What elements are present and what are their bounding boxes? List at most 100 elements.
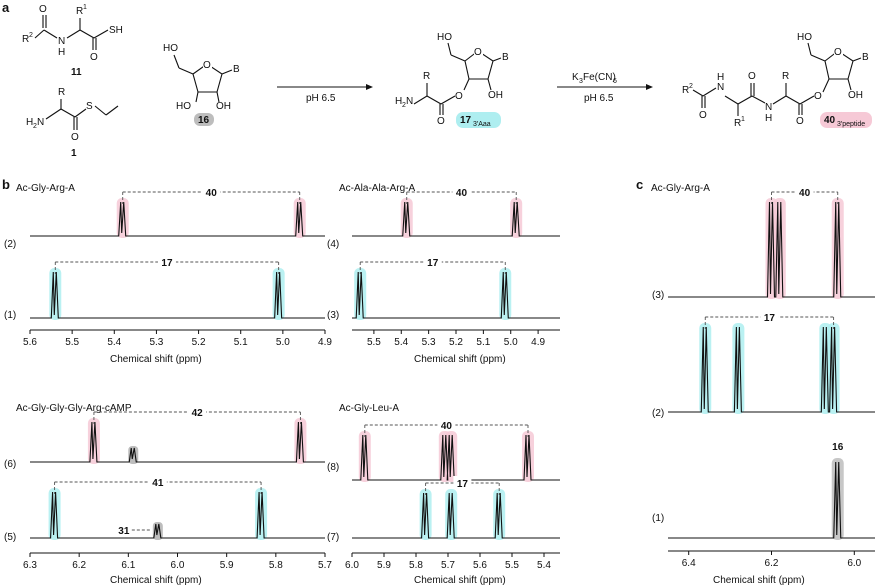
axis-label: Chemical shift (ppm) (713, 575, 805, 586)
svg-text:HO: HO (163, 43, 178, 54)
reaction-arrow-1: pH 6.5 (277, 84, 373, 104)
panel-title: Ac-Gly-Gly-Gly-Arg-cAMP (16, 403, 132, 414)
trace-label: (4) (327, 239, 339, 250)
svg-text:OH: OH (848, 90, 863, 101)
tick-label: 5.9 (377, 560, 391, 571)
tick-label: 5.2 (449, 337, 463, 348)
svg-text:R: R (76, 6, 83, 17)
spectrum-panel-ac-ala-ala-arg-a: Ac-Ala-Ala-Arg-A Chemical shift (ppm) (4… (327, 183, 560, 365)
svg-text:B: B (502, 52, 509, 63)
svg-text:R: R (682, 85, 689, 96)
svg-text:pH 6.5: pH 6.5 (306, 93, 336, 104)
spectrum-trace (352, 201, 560, 237)
svg-text:SH: SH (109, 25, 123, 36)
thioester-structure: R H 2 N O S 1 (26, 87, 119, 159)
trace-label: (2) (4, 239, 16, 250)
panel-label-b: b (2, 177, 10, 192)
panel-title: Ac-Gly-Arg-A (651, 183, 710, 194)
trace-label: (6) (4, 459, 16, 470)
tick-label: 6.2 (72, 560, 86, 571)
spectrum-panel-ac-gly-gly-gly-arg-camp: Ac-Gly-Gly-Gly-Arg-cAMP Chemical shift (… (4, 403, 332, 586)
trace-label: (1) (652, 513, 664, 524)
svg-text:O: O (71, 132, 79, 143)
svg-text:H: H (765, 113, 772, 124)
bracket-label-bg (157, 255, 176, 268)
trace-label: (7) (327, 532, 339, 543)
bracket-label: 16 (832, 442, 844, 453)
spectrum-panel-ac-gly-leu-a: Ac-Gly-Leu-A Chemical shift (ppm) (8) (7… (327, 403, 560, 586)
tick-label: 5.5 (367, 337, 381, 348)
tick-label: 5.0 (276, 337, 290, 348)
trace-label: (5) (4, 532, 16, 543)
svg-text:2: 2 (33, 123, 37, 130)
reaction-arrow-2: K 3 Fe(CN) 6 pH 6.5 (557, 72, 653, 104)
bracket-label-bg (423, 255, 442, 268)
spectrum-trace (352, 492, 560, 539)
svg-text:H: H (395, 96, 402, 107)
bracket-label-bg (795, 185, 814, 198)
tick-label: 5.1 (476, 337, 490, 348)
spectrum-trace (352, 434, 560, 481)
spectrum-trace (30, 421, 325, 463)
tick-label: 6.0 (171, 560, 185, 571)
tick-label: 5.4 (537, 560, 551, 571)
svg-text:1: 1 (83, 4, 87, 11)
axis-label: Chemical shift (ppm) (414, 575, 506, 586)
spectrum-trace (668, 461, 875, 539)
compound-number-11: 11 (71, 67, 82, 78)
nucleoside-structure: HO O B HO OH 16 (163, 43, 240, 126)
svg-text:3′Aaa: 3′Aaa (473, 121, 491, 128)
svg-text:pH 6.5: pH 6.5 (584, 93, 614, 104)
axis-label: Chemical shift (ppm) (110, 354, 202, 365)
spectrum-trace (352, 271, 560, 319)
svg-text:OH: OH (216, 101, 231, 112)
svg-text:N: N (717, 82, 724, 93)
compound-number-1: 1 (71, 148, 77, 159)
trace-label: (1) (4, 310, 16, 321)
compound-number-16: 16 (198, 115, 210, 126)
svg-text:O: O (39, 4, 47, 15)
trace-label: (3) (652, 290, 664, 301)
tick-label: 5.6 (473, 560, 487, 571)
bracket-label: 17 (427, 258, 439, 269)
tick-label: 5.5 (505, 560, 519, 571)
peptidyl-structure: HO O B OH O O R N H O R 1 N H O (682, 32, 872, 129)
tick-label: 5.4 (394, 337, 408, 348)
tick-label: 5.4 (107, 337, 121, 348)
svg-text:6: 6 (613, 78, 617, 85)
spectrum-trace (30, 271, 325, 319)
spectrum-trace (668, 201, 875, 298)
svg-text:H: H (58, 47, 65, 58)
tick-label: 4.9 (318, 337, 332, 348)
panel-title: Ac-Ala-Ala-Arg-A (339, 183, 415, 194)
svg-text:O: O (699, 110, 707, 121)
bracket-label-bg (202, 185, 221, 198)
svg-text:B: B (233, 64, 240, 75)
tick-label: 6.0 (847, 558, 861, 569)
tick-label: 6.4 (682, 558, 696, 569)
svg-text:O: O (90, 52, 98, 63)
svg-text:3: 3 (579, 78, 583, 85)
bracket-label: 40 (799, 188, 811, 199)
panel-label-a: a (2, 0, 10, 15)
svg-text:HO: HO (797, 32, 812, 43)
svg-text:Fe(CN): Fe(CN) (583, 72, 616, 83)
tick-label: 5.1 (234, 337, 248, 348)
svg-text:2: 2 (402, 102, 406, 109)
spectrum-trace (30, 491, 325, 539)
tick-label: 5.7 (318, 560, 332, 571)
tick-label: 5.5 (65, 337, 79, 348)
bracket-label: 40 (441, 421, 453, 432)
svg-text:HO: HO (176, 101, 191, 112)
svg-text:S: S (86, 101, 93, 112)
svg-text:O: O (748, 71, 756, 82)
svg-text:O: O (796, 116, 804, 127)
tick-label: 5.0 (504, 337, 518, 348)
trace-label: (8) (327, 462, 339, 473)
tick-label: 5.7 (441, 560, 455, 571)
tick-label: 5.8 (409, 560, 423, 571)
svg-text:O: O (814, 91, 822, 102)
tick-label: 6.2 (765, 558, 779, 569)
svg-text:H: H (717, 72, 724, 83)
